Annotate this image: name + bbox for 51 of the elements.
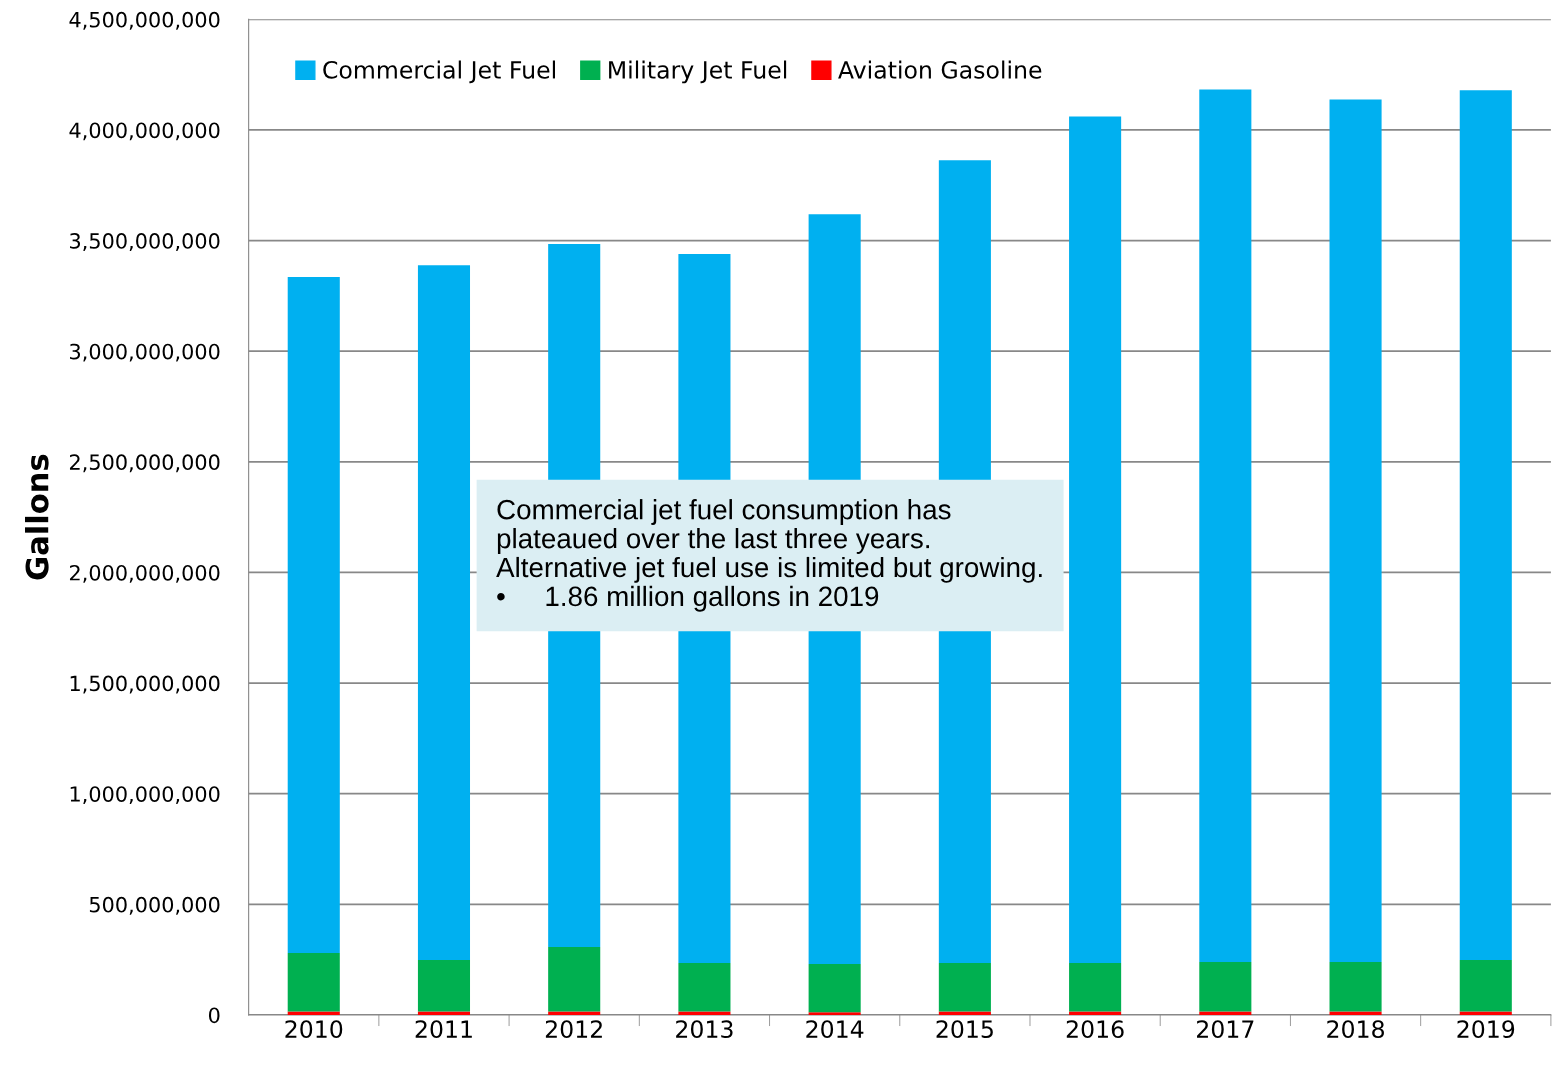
bar [1459,90,1512,961]
x-tick-label: 2010 [285,1020,343,1039]
x-tick-label: 2019 [1457,1020,1515,1039]
bar [1199,1011,1252,1015]
bar [417,960,471,1012]
x-tick-label: 2015 [936,1020,993,1039]
bar [808,1012,861,1015]
x-tick-label: 2018 [1327,1020,1384,1039]
y-tick-label: 500,000,000 [89,896,220,915]
bar [548,1011,601,1015]
legend-label: Commercial Jet Fuel [323,60,555,84]
y-tick-label: 1,000,000,000 [70,786,220,805]
bar [1459,1011,1512,1015]
bar [548,947,601,1012]
bar [417,1011,471,1015]
y-tick-label: 3,000,000,000 [70,343,220,362]
bar [1069,116,1122,963]
bar [287,1011,340,1015]
y-tick-label: 0 [208,1007,220,1024]
bar [1329,962,1382,1012]
y-axis-title: Gallons [24,454,49,580]
y-tick-label: 3,500,000,000 [70,233,220,251]
bar [938,962,991,1012]
bar [938,1011,991,1015]
y-tick-label: 4,500,000,000 [69,11,220,30]
x-tick-label: 2014 [806,1020,864,1039]
bar [678,962,731,1012]
y-tick-label: 2,500,000,000 [69,454,220,473]
bar [1199,89,1252,963]
bar [287,952,340,1012]
bar [1199,962,1252,1012]
bar [417,265,471,961]
bar [678,1011,731,1015]
y-tick-label: 1,500,000,000 [70,675,220,694]
legend-label: Military Jet Fuel [609,60,787,84]
bar [1069,962,1122,1012]
bar [1329,99,1382,963]
bar [287,277,340,953]
x-tick-label: 2011 [415,1020,472,1039]
x-tick-label: 2012 [545,1020,602,1039]
x-tick-label: 2013 [676,1020,733,1039]
bar [1069,1011,1122,1015]
x-tick-label: 2017 [1197,1020,1254,1039]
annotation: Commercial jet fuel consumption has plateaued over the last three years. Alternative jet fuel use is limited but growing. • 1.86 million gallons in 2019 [496,499,1042,612]
x-tick-label: 2016 [1066,1020,1124,1039]
y-tick-label: 4,000,000,000 [69,122,220,141]
bar [808,964,861,1013]
bar [1459,960,1512,1012]
legend-label: Aviation Gasoline [838,60,1042,79]
bar [1329,1011,1382,1015]
y-tick-label: 2,000,000,000 [69,564,220,583]
